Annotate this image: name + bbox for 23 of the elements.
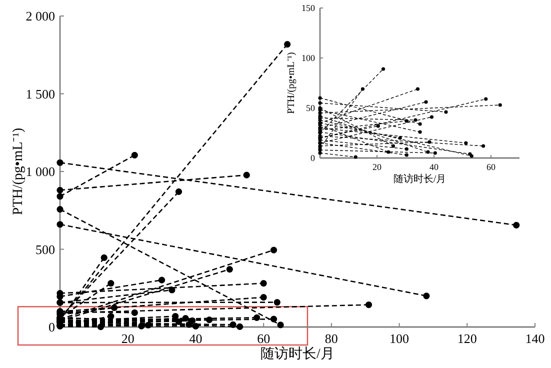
x-axis-title: 随访时长/月: [393, 173, 446, 185]
y-axis-title: PTH/(pg•mL⁻¹): [286, 52, 297, 114]
y-tick-label: 500: [36, 242, 55, 257]
x-axis-title: 随访时长/月: [260, 346, 334, 362]
x-tick-label: 40: [189, 331, 202, 346]
y-tick-label: 150: [302, 3, 316, 14]
x-tick-label: 120: [457, 331, 477, 346]
x-tick-label: 60: [257, 331, 270, 346]
y-tick-label: 2 000: [26, 8, 55, 24]
x-tick-label: 20: [121, 331, 134, 346]
y-tick-label: 1 000: [26, 164, 55, 180]
y-tick-label: 0: [48, 320, 55, 335]
x-tick-label: 60: [486, 162, 496, 172]
x-tick-label: 20: [372, 162, 382, 172]
x-tick-label: 140: [525, 331, 545, 346]
y-tick-label: 50: [306, 103, 316, 114]
y-axis-title: PTH/(pg•mL⁻¹): [11, 128, 26, 216]
y-tick-label: 1 500: [26, 86, 55, 102]
y-tick-label: 100: [302, 53, 316, 64]
y-tick-label: 0: [310, 153, 316, 164]
x-tick-label: 100: [390, 331, 410, 346]
x-tick-label: 80: [324, 331, 338, 346]
x-tick-label: 40: [430, 162, 439, 172]
